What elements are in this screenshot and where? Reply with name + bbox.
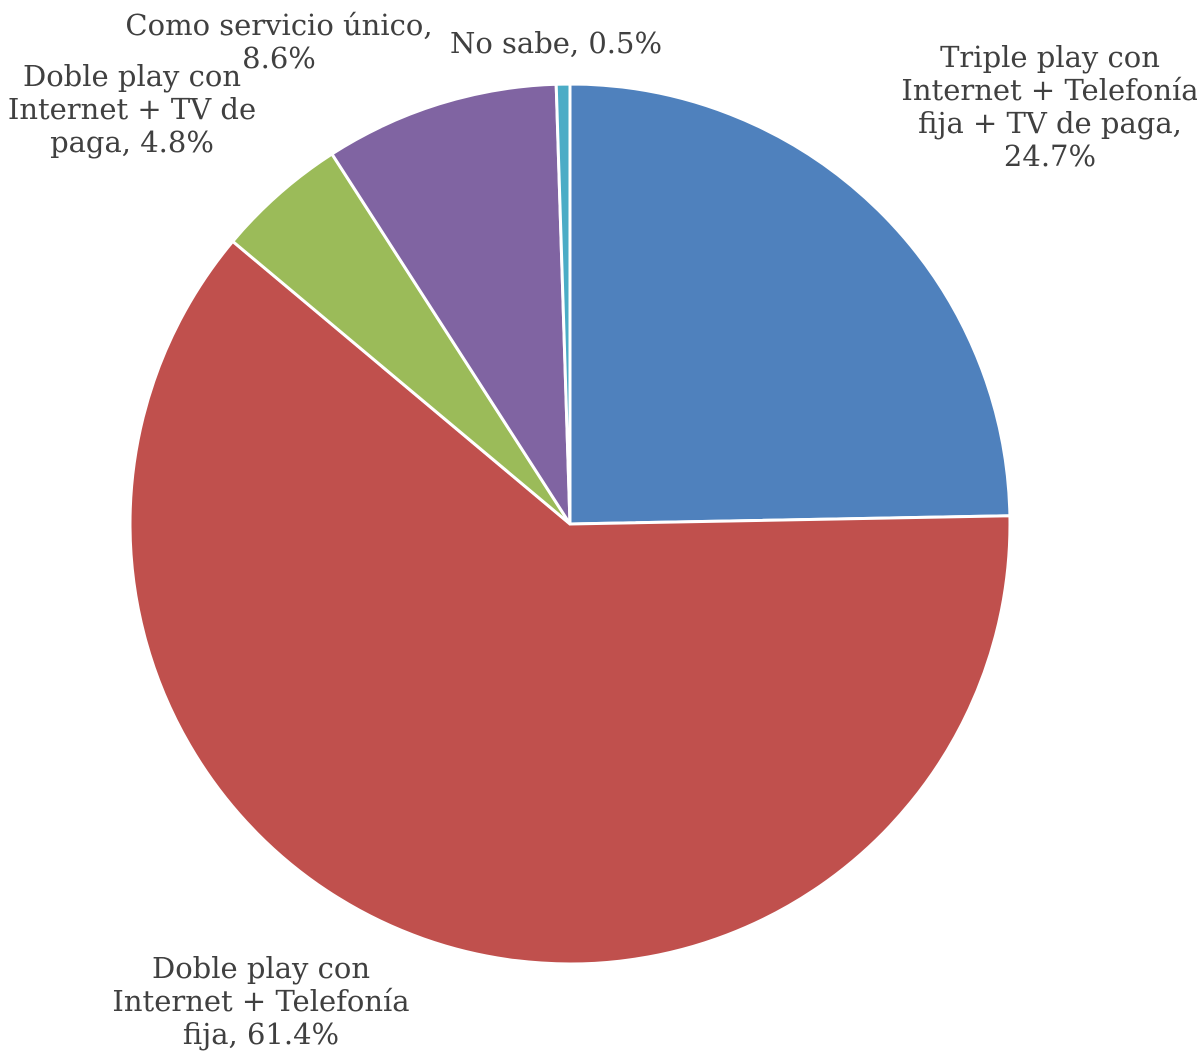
pie-data-labels: Triple play con Internet + Telefonía fija … xyxy=(8,8,1197,1051)
data-label-4: Como servicio único, 8.6% xyxy=(125,8,432,75)
data-label-line: 8.6% xyxy=(242,41,316,75)
data-label-3: Doble play con Internet + TV de paga, 4.8% xyxy=(8,59,256,159)
data-label-line: fija, 61.4% xyxy=(183,1017,339,1051)
pie-slice-5 xyxy=(554,82,572,526)
pie-slices xyxy=(128,82,1012,966)
data-label-line: No sabe, 0.5% xyxy=(450,26,662,60)
data-label-line: Triple play con xyxy=(940,40,1160,74)
data-label-line: 24.7% xyxy=(1004,139,1096,173)
data-label-2: Doble play con Internet + Telefonía fija, … xyxy=(112,951,409,1051)
data-label-line: Como servicio único, xyxy=(125,8,432,42)
data-label-5: No sabe, 0.5% xyxy=(450,26,662,60)
pie-slice-4 xyxy=(330,82,572,526)
data-label-line: paga, 4.8% xyxy=(50,125,214,159)
data-label-1: Triple play con Internet + Telefonía fija … xyxy=(901,40,1197,173)
pie-slice-2 xyxy=(128,239,1012,966)
data-label-line: Doble play con xyxy=(152,951,370,985)
pie-slice-1 xyxy=(568,82,1012,526)
data-label-line: Internet + Telefonía xyxy=(112,984,409,1018)
data-label-line: Doble play con xyxy=(23,59,241,93)
data-label-line: Internet + Telefonía xyxy=(901,73,1197,107)
data-label-line: fija + TV de paga, xyxy=(918,106,1182,140)
data-label-line: Internet + TV de xyxy=(8,92,256,126)
